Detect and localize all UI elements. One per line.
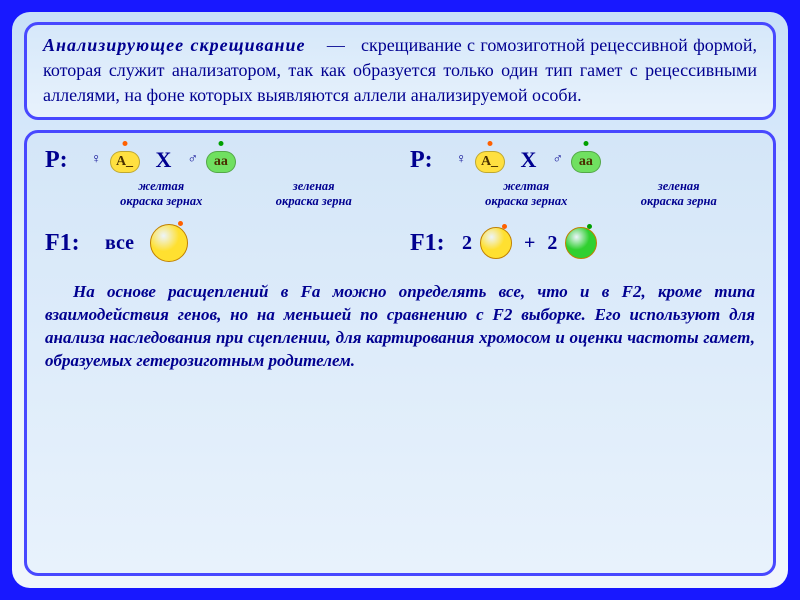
f1-circle-yellow: [480, 227, 512, 259]
pheno-row: желтая окраска зернах зеленая окраска зе…: [45, 179, 390, 209]
f1-row: F1: 2 + 2: [410, 219, 755, 267]
p1-allele-wrap: A_: [475, 148, 505, 173]
cross-symbol: X: [156, 147, 172, 173]
notes-text: На основе расщеплений в Fa можно определ…: [45, 281, 755, 372]
cross-col-2: P: ♀ A_ X ♂ aa: [410, 143, 755, 267]
circle-dot: [502, 224, 507, 229]
female-symbol: ♀: [91, 152, 102, 168]
f1-all-label: все: [105, 232, 134, 255]
cross-area: P: ♀ A_ X ♂ aa: [45, 143, 755, 267]
f1-count-1: 2: [462, 232, 472, 255]
male-symbol: ♂: [552, 152, 563, 168]
p1-allele: A_: [110, 151, 140, 173]
f1-circle-yellow: [150, 224, 188, 262]
definition-term: Анализирующее скрещивание: [43, 35, 306, 55]
pheno-row: желтая окраска зернах зеленая окраска зе…: [410, 179, 755, 209]
f1-label: F1:: [410, 230, 450, 257]
p-row: P: ♀ A_ X ♂ aa: [410, 143, 755, 177]
p1-dot: [487, 141, 492, 146]
p-row: P: ♀ A_ X ♂ aa: [45, 143, 390, 177]
female-symbol: ♀: [456, 152, 467, 168]
p1-pheno: желтая окраска зернах: [450, 179, 603, 209]
p1-allele: A_: [475, 151, 505, 173]
p1-pheno: желтая окраска зернах: [85, 179, 238, 209]
circle-dot: [587, 224, 592, 229]
p-label: P:: [410, 147, 450, 174]
f1-label: F1:: [45, 230, 85, 257]
f1-count-2: 2: [547, 232, 557, 255]
circle-dot: [178, 221, 183, 226]
slide-root: Анализирующее скрещивание — скрещивание …: [0, 0, 800, 600]
cross-symbol: X: [521, 147, 537, 173]
cross-box: P: ♀ A_ X ♂ aa: [24, 130, 776, 576]
p-label: P:: [45, 147, 85, 174]
p2-allele-wrap: aa: [571, 148, 601, 173]
cross-col-1: P: ♀ A_ X ♂ aa: [45, 143, 390, 267]
p2-pheno: зеленая окраска зерна: [603, 179, 756, 209]
p2-dot: [583, 141, 588, 146]
plus-symbol: +: [524, 232, 535, 255]
p2-pheno: зеленая окраска зерна: [238, 179, 391, 209]
p2-allele: aa: [206, 151, 236, 173]
f1-circle-green: [565, 227, 597, 259]
male-symbol: ♂: [187, 152, 198, 168]
f1-row: F1: все: [45, 219, 390, 267]
definition-dash: —: [327, 35, 345, 55]
p2-allele: aa: [571, 151, 601, 173]
p1-dot: [122, 141, 127, 146]
p1-allele-wrap: A_: [110, 148, 140, 173]
p2-dot: [218, 141, 223, 146]
definition-box: Анализирующее скрещивание — скрещивание …: [24, 22, 776, 120]
p2-allele-wrap: aa: [206, 148, 236, 173]
slide-inner: Анализирующее скрещивание — скрещивание …: [12, 12, 788, 588]
